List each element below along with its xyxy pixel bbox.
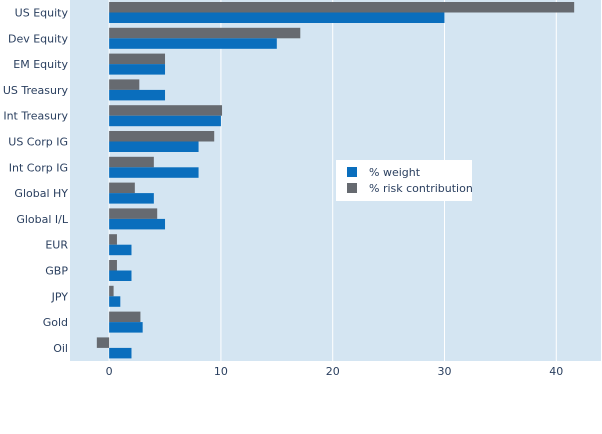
bar-risk-contribution: [109, 105, 223, 116]
category-label: GBP: [45, 265, 68, 278]
x-tick-label: 40: [549, 365, 563, 378]
category-label: Global I/L: [16, 213, 69, 226]
bar-weight: [109, 141, 199, 152]
category-label: Global HY: [14, 187, 68, 200]
bar-risk-contribution: [109, 285, 114, 297]
category-label: Int Treasury: [3, 110, 68, 123]
bar-risk-contribution: [109, 53, 166, 65]
category-label: Dev Equity: [8, 32, 69, 45]
bar-weight: [109, 115, 221, 127]
legend-label: % weight: [369, 166, 421, 179]
bar-risk-contribution: [109, 79, 140, 90]
bar-risk-contribution: [109, 27, 301, 39]
bar-weight: [109, 64, 166, 75]
category-label: US Equity: [15, 7, 69, 20]
y-axis-labels: US Equity Dev Equity EM Equity US Treasury I…: [3, 7, 69, 355]
bar-weight: [109, 270, 132, 281]
x-tick-label: 10: [214, 365, 228, 378]
category-label: Oil: [53, 342, 68, 355]
bar-weight: [109, 322, 143, 333]
legend-box: [336, 160, 472, 201]
legend-label: % risk contribution: [369, 182, 473, 195]
x-tick-label: 30: [437, 365, 451, 378]
legend-swatch: [347, 183, 357, 193]
x-axis-labels: 0 10 20 30 40: [106, 365, 564, 378]
category-label: Int Corp IG: [9, 161, 68, 174]
bar-risk-contribution: [109, 131, 215, 142]
bar-weight: [109, 12, 445, 23]
bar-risk-contribution: [96, 337, 110, 348]
bar-risk-contribution: [109, 208, 158, 219]
bar-weight: [109, 38, 277, 49]
x-tick-label: 20: [326, 365, 340, 378]
category-label: US Corp IG: [8, 136, 68, 149]
legend: % weight % risk contribution: [336, 160, 473, 201]
bar-weight: [109, 218, 166, 230]
bar-weight: [109, 347, 132, 359]
bar-risk-contribution: [109, 311, 141, 323]
bar-risk-contribution: [109, 260, 117, 271]
bar-risk-contribution: [109, 156, 154, 168]
category-label: JPY: [51, 290, 69, 303]
x-tick-label: 0: [106, 365, 113, 378]
bar-weight: [109, 89, 166, 101]
bars: [96, 2, 575, 359]
bar-weight: [109, 193, 154, 204]
bar-weight: [109, 167, 199, 178]
bar-risk-contribution: [109, 234, 117, 245]
legend-swatch: [347, 167, 357, 177]
bar-weight: [109, 244, 132, 256]
bar-weight: [109, 296, 121, 307]
bar-risk-contribution: [109, 182, 135, 194]
category-label: US Treasury: [3, 84, 69, 97]
category-label: Gold: [43, 316, 68, 329]
bar-risk-contribution: [109, 2, 575, 13]
category-label: EUR: [45, 239, 68, 252]
category-label: EM Equity: [13, 58, 68, 71]
